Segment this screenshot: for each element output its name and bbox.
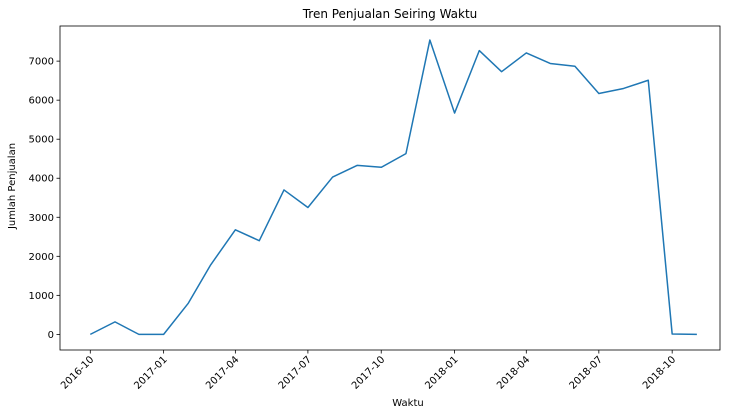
y-tick-label: 5000 (29, 135, 54, 146)
y-tick-label: 7000 (29, 57, 54, 68)
chart-title: Tren Penjualan Seiring Waktu (302, 7, 478, 21)
y-tick-label: 2000 (29, 252, 54, 263)
y-axis: 0 1000 2000 3000 4000 5000 6000 7000 (29, 57, 60, 341)
y-axis-title: Jumlah Penjualan (7, 143, 18, 230)
x-axis-title: Waktu (392, 398, 423, 409)
y-tick-label: 4000 (29, 174, 54, 185)
y-tick-label: 3000 (29, 213, 54, 224)
y-tick-label: 6000 (29, 96, 54, 107)
plot-area-frame (59, 25, 721, 351)
y-tick-label: 1000 (29, 291, 54, 302)
series-line (89, 39, 697, 336)
series-group (89, 39, 697, 336)
y-tick-label: 0 (48, 330, 54, 341)
